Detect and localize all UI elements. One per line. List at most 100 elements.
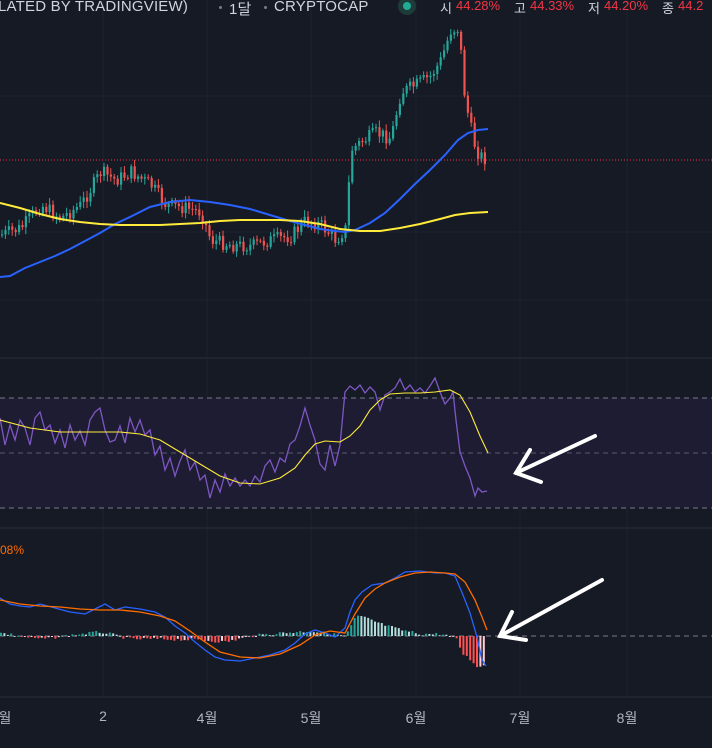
- candle[interactable]: [358, 140, 361, 146]
- candle[interactable]: [218, 235, 221, 241]
- candle[interactable]: [130, 166, 133, 179]
- candle[interactable]: [375, 127, 378, 129]
- candle[interactable]: [150, 178, 153, 188]
- candle[interactable]: [215, 240, 218, 244]
- candle[interactable]: [347, 182, 350, 226]
- candle[interactable]: [293, 226, 296, 243]
- candle[interactable]: [446, 40, 449, 51]
- candle[interactable]: [48, 204, 51, 213]
- candle[interactable]: [283, 235, 286, 238]
- candle[interactable]: [69, 213, 72, 219]
- candle[interactable]: [368, 130, 371, 142]
- candle[interactable]: [381, 130, 384, 137]
- candle[interactable]: [279, 232, 282, 236]
- candle[interactable]: [75, 207, 78, 210]
- rsi-signal-line[interactable]: [0, 389, 489, 485]
- candle[interactable]: [300, 221, 303, 232]
- candle[interactable]: [140, 176, 143, 179]
- candle[interactable]: [256, 239, 259, 241]
- candle[interactable]: [463, 49, 466, 96]
- candle[interactable]: [208, 225, 211, 237]
- candle[interactable]: [228, 245, 231, 247]
- candle[interactable]: [269, 236, 272, 247]
- candle[interactable]: [415, 78, 418, 87]
- candle[interactable]: [334, 230, 337, 243]
- candle[interactable]: [324, 220, 327, 233]
- candle[interactable]: [419, 77, 422, 79]
- candle[interactable]: [259, 240, 262, 242]
- candle[interactable]: [361, 140, 364, 143]
- candle[interactable]: [18, 224, 21, 233]
- candle[interactable]: [58, 216, 61, 220]
- candle[interactable]: [392, 126, 395, 139]
- candle[interactable]: [222, 235, 225, 250]
- candle[interactable]: [181, 206, 184, 214]
- candle[interactable]: [317, 221, 320, 230]
- candle[interactable]: [137, 176, 140, 179]
- candle[interactable]: [205, 223, 208, 226]
- candle[interactable]: [4, 229, 7, 235]
- candle[interactable]: [89, 192, 92, 202]
- candle[interactable]: [28, 213, 31, 217]
- candle[interactable]: [327, 232, 330, 234]
- candle[interactable]: [167, 203, 170, 207]
- candle[interactable]: [123, 172, 126, 178]
- candle[interactable]: [82, 197, 85, 202]
- candle[interactable]: [96, 174, 99, 178]
- candle[interactable]: [395, 114, 398, 127]
- candle[interactable]: [147, 177, 150, 179]
- candle[interactable]: [286, 237, 289, 243]
- candle[interactable]: [449, 34, 452, 41]
- candle[interactable]: [313, 222, 316, 230]
- candle[interactable]: [310, 222, 313, 225]
- candle[interactable]: [232, 245, 235, 252]
- candle[interactable]: [290, 242, 293, 244]
- macd-histogram[interactable]: [0, 615, 485, 668]
- candle[interactable]: [120, 172, 123, 185]
- symbol-title[interactable]: LATED BY TRADINGVIEW): [0, 0, 189, 15]
- candle[interactable]: [242, 241, 245, 252]
- candle[interactable]: [14, 229, 17, 233]
- candle[interactable]: [191, 208, 194, 210]
- candle[interactable]: [235, 243, 238, 252]
- interval-label[interactable]: 1달: [229, 1, 252, 18]
- candle[interactable]: [143, 177, 146, 179]
- candle[interactable]: [273, 234, 276, 237]
- candle[interactable]: [177, 203, 180, 207]
- macd-signal-line[interactable]: [0, 571, 488, 659]
- macd-line[interactable]: [0, 570, 487, 667]
- candle[interactable]: [439, 57, 442, 66]
- candle[interactable]: [45, 206, 48, 213]
- candle[interactable]: [154, 184, 157, 188]
- candle[interactable]: [388, 138, 391, 144]
- candle[interactable]: [201, 215, 204, 224]
- candle[interactable]: [460, 31, 463, 50]
- candle[interactable]: [35, 210, 38, 214]
- candle[interactable]: [52, 204, 55, 219]
- candle[interactable]: [477, 146, 480, 159]
- candle[interactable]: [412, 81, 415, 87]
- candle[interactable]: [21, 224, 24, 228]
- candle[interactable]: [405, 85, 408, 94]
- candle[interactable]: [116, 178, 119, 185]
- candle[interactable]: [398, 103, 401, 115]
- candle[interactable]: [157, 184, 160, 188]
- candle[interactable]: [252, 239, 255, 245]
- candle[interactable]: [337, 241, 340, 243]
- candle[interactable]: [109, 174, 112, 177]
- candle[interactable]: [184, 202, 187, 214]
- candle[interactable]: [470, 112, 473, 123]
- candle[interactable]: [7, 226, 10, 230]
- candle[interactable]: [480, 152, 483, 159]
- candle[interactable]: [432, 73, 435, 76]
- moving-average-slow[interactable]: [0, 202, 489, 232]
- candle[interactable]: [378, 127, 381, 137]
- candle[interactable]: [62, 215, 65, 220]
- candle[interactable]: [225, 246, 228, 250]
- candle[interactable]: [453, 32, 456, 35]
- candle[interactable]: [364, 141, 367, 143]
- candle[interactable]: [65, 213, 68, 216]
- candle[interactable]: [456, 31, 459, 33]
- candle[interactable]: [483, 152, 486, 165]
